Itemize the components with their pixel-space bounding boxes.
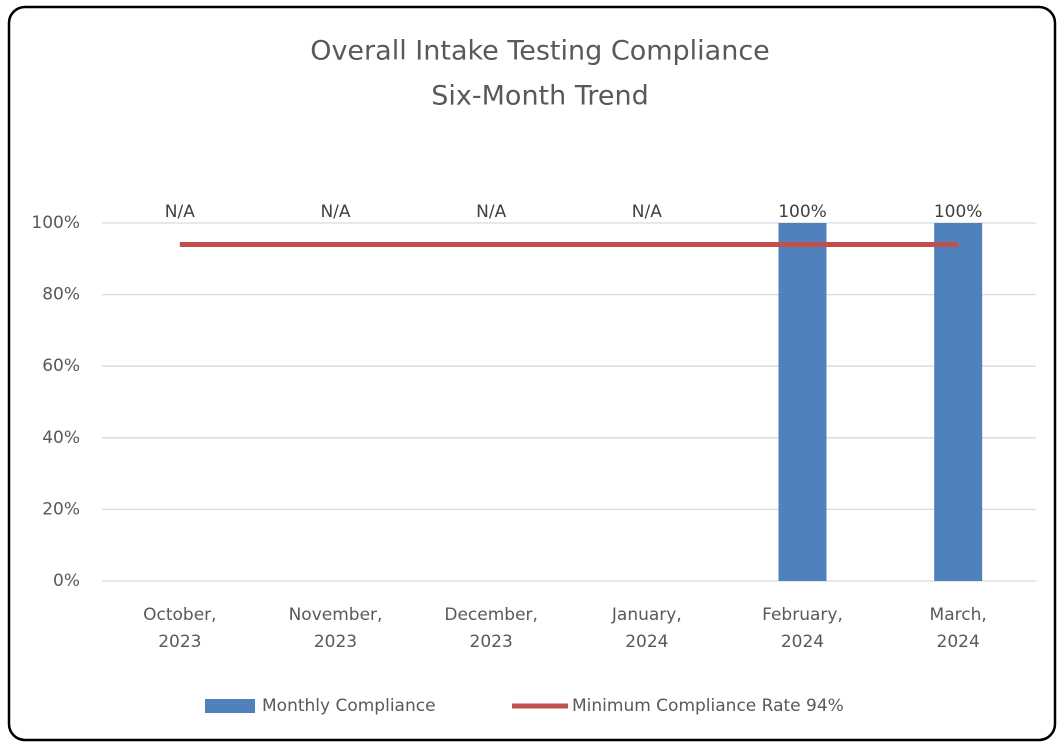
x-tick-label: 2024: [937, 632, 980, 652]
legend-label: Minimum Compliance Rate 94%: [572, 696, 844, 716]
x-tick-label: 2024: [781, 632, 824, 652]
chart-frame: [7, 5, 1057, 742]
y-tick-label: 0%: [53, 571, 80, 591]
data-label: N/A: [165, 202, 195, 222]
bar: [934, 223, 983, 581]
x-tick-label: 2023: [470, 632, 513, 652]
x-tick-label: 2023: [158, 632, 201, 652]
x-tick-label: October,: [143, 605, 216, 625]
y-tick-label: 20%: [42, 499, 80, 519]
x-tick-label: 2023: [314, 632, 357, 652]
data-label: N/A: [476, 202, 506, 222]
bar: [778, 223, 827, 581]
x-tick-label: November,: [289, 605, 383, 625]
legend-label: Monthly Compliance: [262, 696, 436, 716]
x-tick-label: March,: [930, 605, 987, 625]
chart-title: Overall Intake Testing Compliance: [310, 36, 770, 67]
data-label: N/A: [632, 202, 662, 222]
data-label: 100%: [778, 202, 827, 222]
x-tick-label: December,: [444, 605, 538, 625]
y-tick-label: 100%: [31, 213, 80, 233]
y-tick-label: 60%: [42, 356, 80, 376]
legend-swatch: [205, 699, 255, 713]
data-label: 100%: [934, 202, 983, 222]
x-tick-label: January,: [611, 605, 682, 625]
y-tick-label: 80%: [42, 285, 80, 305]
x-tick-label: 2024: [625, 632, 668, 652]
chart-subtitle: Six-Month Trend: [431, 81, 648, 112]
data-label: N/A: [320, 202, 350, 222]
y-tick-label: 40%: [42, 428, 80, 448]
x-tick-label: February,: [762, 605, 843, 625]
